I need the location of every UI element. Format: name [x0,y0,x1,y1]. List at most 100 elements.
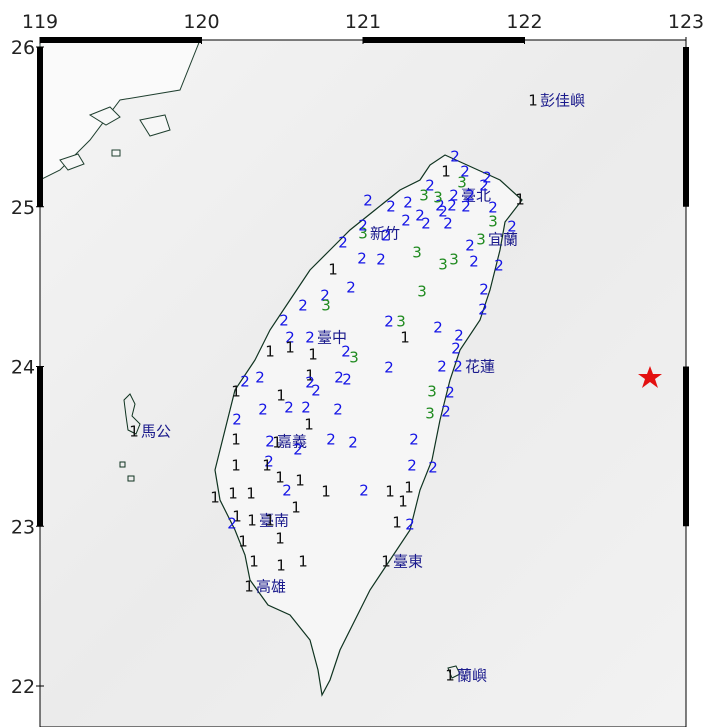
station-intensity: 2 [445,384,455,402]
station-intensity: 1 [291,499,301,517]
station-intensity: 1 [328,261,338,279]
station-intensity: 1 [441,163,451,181]
station-intensity: 2 [326,431,336,449]
station-intensity: 2 [507,218,517,236]
station-intensity: 3 [321,297,331,315]
station-intensity: 2 [441,403,451,421]
y-tick-label: 23 [11,516,35,538]
station-intensity: 3 [438,256,448,274]
y-tick-label: 26 [11,37,35,59]
station-intensity: 2 [346,279,356,297]
station-intensity: 2 [376,251,386,269]
frame-bar [37,47,43,207]
station-intensity: 1 [298,553,308,571]
station-intensity: 2 [384,359,394,377]
station-intensity: 2 [461,198,471,216]
city-name: 臺中 [317,329,347,347]
station-intensity: 1 [272,434,282,452]
station-intensity: 1 [275,469,285,487]
station-intensity: 1 [398,493,408,511]
station-intensity: 2 [227,515,237,533]
penghu [119,393,141,482]
y-tick-label: 24 [11,357,35,379]
x-tick-label: 122 [506,11,542,33]
station-intensity: 1 [404,479,414,497]
station-intensity: 1 [400,329,410,347]
station-intensity: 1 [238,533,248,551]
station-intensity: 1 [231,457,241,475]
station-intensity: 1 [276,557,286,575]
city-name: 高雄 [256,578,286,596]
city-intensity: 2 [265,433,275,451]
station-intensity: 2 [305,374,315,392]
city-name: 蘭嶼 [457,667,487,685]
city-intensity: 1 [244,578,254,596]
station-intensity: 1 [275,530,285,548]
station-intensity: 2 [284,399,294,417]
station-intensity: 2 [478,301,488,319]
city-intensity: 1 [445,667,455,685]
station-intensity: 2 [363,192,373,210]
city-name: 臺南 [259,512,289,530]
x-tick-label: 121 [345,11,381,33]
station-intensity: 1 [262,457,272,475]
station-intensity: 2 [435,197,445,215]
station-intensity: 2 [482,169,492,187]
station-intensity: 1 [246,485,256,503]
station-intensity: 1 [321,483,331,501]
frame-bar [683,47,689,207]
station-intensity: 1 [305,367,315,385]
city-name: 彭佳嶼 [540,92,585,110]
station-intensity: 2 [264,453,274,471]
city-intensity: 1 [129,423,139,441]
station-intensity: 2 [425,177,435,195]
station-intensity: 2 [348,434,358,452]
station-intensity: 3 [427,383,437,401]
station-intensity: 2 [465,187,475,205]
station-intensity: 1 [210,489,220,507]
frame-bar [683,366,689,527]
station-intensity: 2 [443,215,453,233]
station-intensity: 2 [465,237,475,255]
station-intensity: 3 [396,313,406,331]
station-intensity: 3 [412,244,422,262]
station-intensity: 2 [454,327,464,345]
station-intensity: 2 [282,482,292,500]
station-intensity: 2 [409,431,419,449]
frame-bar [363,37,525,43]
city-intensity: 3 [476,231,486,249]
station-intensity: 2 [433,319,443,337]
station-intensity: 2 [386,198,396,216]
station-intensity: 1 [285,339,295,357]
station-intensity: 1 [232,508,242,526]
y-tick-label: 25 [11,197,35,219]
y-tick-label: 22 [11,676,35,698]
station-intensity: 1 [249,553,259,571]
station-intensity: 2 [450,148,460,166]
station-intensity: 2 [428,459,438,477]
station-intensity: 2 [384,313,394,331]
station-intensity: 1 [392,514,402,532]
station-intensity: 3 [457,174,467,192]
station-intensity: 3 [419,187,429,205]
station-intensity: 2 [240,373,250,391]
station-intensity: 2 [415,207,425,225]
station-intensity: 1 [265,512,275,530]
station-intensity: 2 [438,203,448,221]
station-intensity: 2 [359,482,369,500]
station-intensity: 2 [333,401,343,419]
city-intensity: 2 [305,329,315,347]
station-intensity: 1 [385,483,395,501]
station-intensity: 2 [232,411,242,429]
city-name: 臺東 [393,553,423,571]
station-intensity: 1 [515,191,525,209]
station-intensity: 2 [341,343,351,361]
frame-bar [37,366,43,527]
station-intensity: 2 [342,371,352,389]
coastal-islands [59,106,171,171]
station-intensity: 3 [349,349,359,367]
lanyu [447,665,461,679]
station-intensity: 2 [494,257,504,275]
station-intensity: 2 [301,399,311,417]
